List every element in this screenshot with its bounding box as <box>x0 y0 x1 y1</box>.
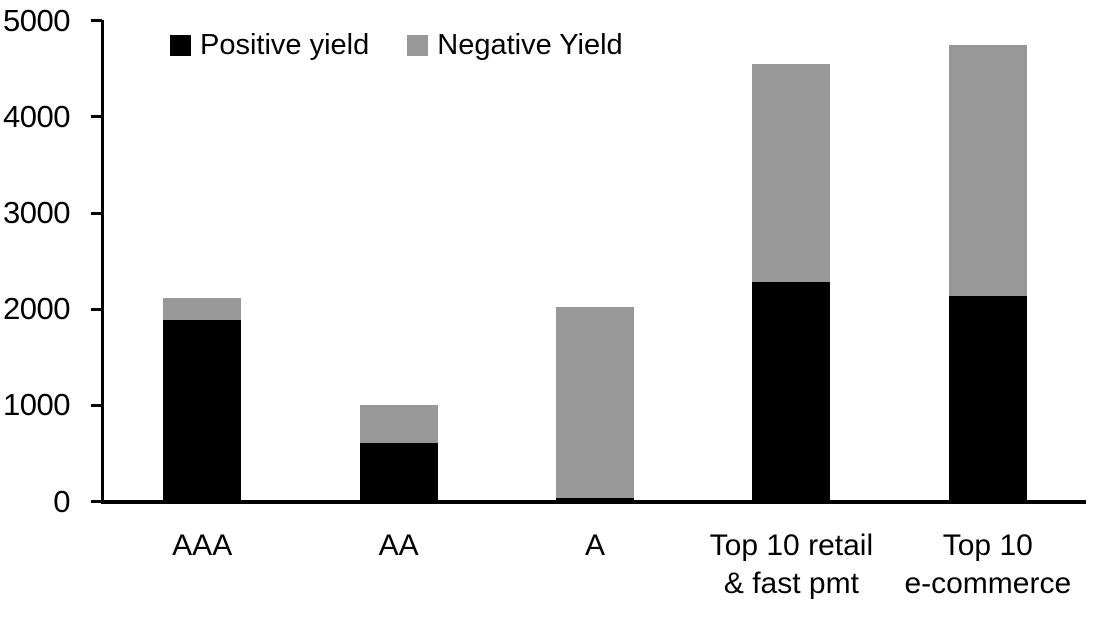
negative-yield-swatch-icon <box>407 34 429 56</box>
y-tick-label-4000: 4000 <box>3 98 70 134</box>
positive-yield-swatch-icon <box>170 34 191 56</box>
bar-segment-negative-yield-top-10-e-commerce <box>948 44 1027 296</box>
y-tick-label-2000: 2000 <box>3 291 70 327</box>
y-tick-1000 <box>91 403 102 407</box>
x-axis-label-top-10-e-commerce: Top 10 e-commerce <box>904 529 1072 600</box>
legend-label-positive-yield: Positive yield <box>200 29 370 61</box>
x-axis-line <box>101 500 1086 504</box>
chart-legend: Positive yield Negative Yield <box>170 30 623 60</box>
bar-segment-positive-yield-aaa <box>163 319 242 502</box>
y-tick-label-5000: 5000 <box>3 2 70 38</box>
bar-segment-positive-yield-aa <box>359 442 438 502</box>
x-axis-label-top-10-retail-fast-pmt: Top 10 retail & fast pmt <box>709 529 874 600</box>
y-tick-5000 <box>91 19 102 23</box>
bar-segment-negative-yield-top-10-retail-fast-pmt <box>752 63 831 283</box>
y-tick-0 <box>91 500 102 503</box>
bar-segment-positive-yield-top-10-e-commerce <box>948 295 1027 502</box>
bar-segment-negative-yield-aaa <box>163 297 242 320</box>
y-tick-2000 <box>91 307 102 311</box>
y-tick-4000 <box>91 115 102 119</box>
x-axis-label-aaa: AAA <box>172 529 233 562</box>
x-axis-label-a: A <box>584 529 605 562</box>
bar-segment-positive-yield-a <box>556 497 634 502</box>
x-axis-label-aa: AA <box>378 529 419 562</box>
y-tick-label-1000: 1000 <box>3 387 70 423</box>
legend-item-negative-yield: Negative Yield <box>407 29 623 61</box>
bar-segment-negative-yield-a <box>556 307 634 498</box>
y-axis-line <box>101 20 104 504</box>
y-tick-label-0: 0 <box>53 483 70 519</box>
legend-item-positive-yield: Positive yield <box>170 30 369 60</box>
bar-segment-negative-yield-aa <box>359 405 438 443</box>
bar-segment-positive-yield-top-10-retail-fast-pmt <box>752 282 831 502</box>
y-tick-label-3000: 3000 <box>3 195 70 231</box>
y-tick-3000 <box>91 211 102 215</box>
legend-label-negative-yield: Negative Yield <box>437 29 623 61</box>
